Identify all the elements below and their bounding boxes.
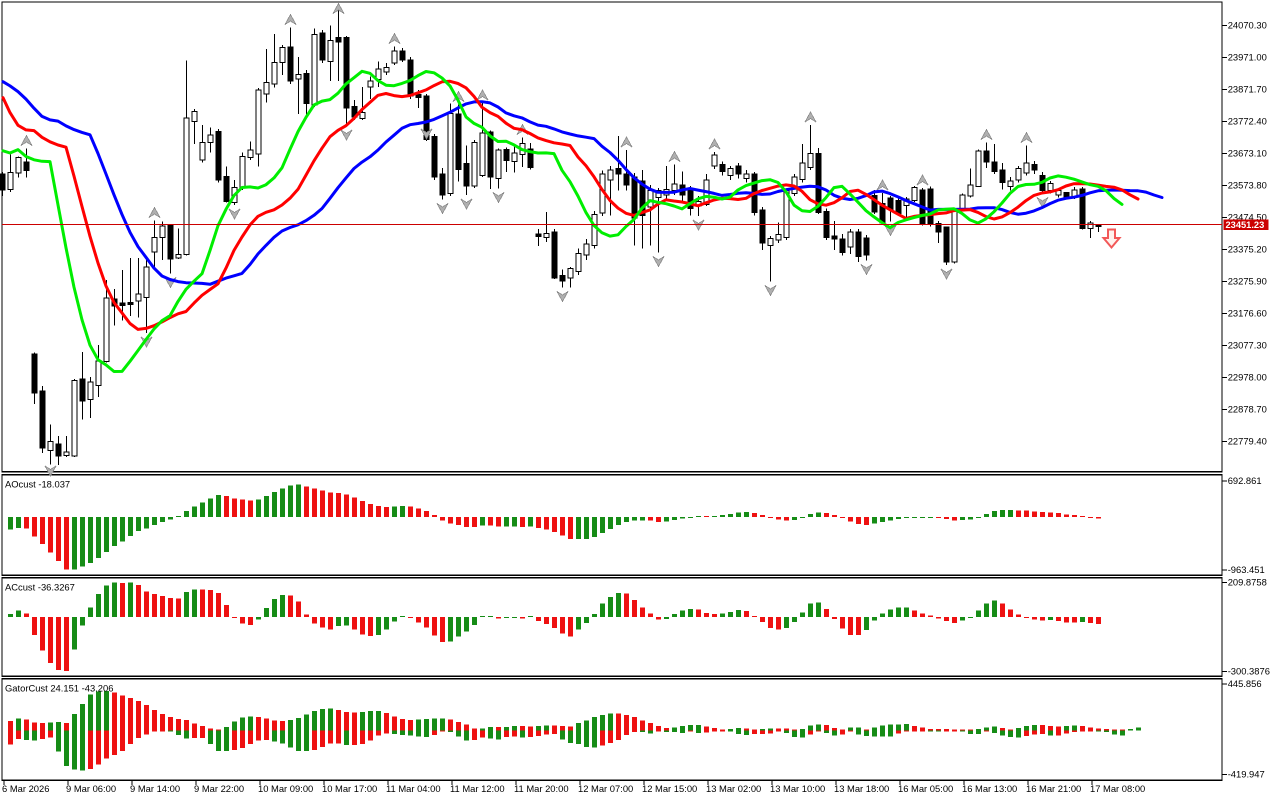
- svg-text:209.8758: 209.8758: [1228, 577, 1267, 588]
- svg-text:17 Mar 08:00: 17 Mar 08:00: [1090, 783, 1145, 794]
- svg-text:-300.3876: -300.3876: [1228, 666, 1270, 677]
- svg-text:16 Mar 21:00: 16 Mar 21:00: [1026, 783, 1081, 794]
- svg-text:23275.90: 23275.90: [1228, 276, 1267, 287]
- svg-text:13 Mar 18:00: 13 Mar 18:00: [834, 783, 889, 794]
- svg-text:-419.947: -419.947: [1228, 769, 1265, 780]
- svg-text:10 Mar 09:00: 10 Mar 09:00: [258, 783, 313, 794]
- svg-text:11 Mar 12:00: 11 Mar 12:00: [450, 783, 505, 794]
- svg-text:23451.23: 23451.23: [1226, 220, 1265, 230]
- svg-text:-963.451: -963.451: [1228, 564, 1265, 575]
- svg-text:23077.30: 23077.30: [1228, 340, 1267, 351]
- svg-text:23573.80: 23573.80: [1228, 180, 1267, 191]
- svg-text:23176.60: 23176.60: [1228, 308, 1267, 319]
- svg-text:22978.00: 22978.00: [1228, 372, 1267, 383]
- svg-text:23673.10: 23673.10: [1228, 148, 1267, 159]
- svg-text:9 Mar 06:00: 9 Mar 06:00: [66, 783, 116, 794]
- svg-text:22878.70: 22878.70: [1228, 404, 1267, 415]
- svg-text:13 Mar 10:00: 13 Mar 10:00: [770, 783, 825, 794]
- svg-text:6 Mar 2026: 6 Mar 2026: [2, 783, 49, 794]
- svg-text:GatorCust 24.151 -43.206: GatorCust 24.151 -43.206: [5, 683, 113, 694]
- svg-text:24070.30: 24070.30: [1228, 20, 1267, 31]
- svg-text:445.856: 445.856: [1228, 678, 1262, 689]
- svg-text:692.861: 692.861: [1228, 475, 1262, 486]
- svg-text:12 Mar 15:00: 12 Mar 15:00: [642, 783, 697, 794]
- svg-text:22779.40: 22779.40: [1228, 436, 1267, 447]
- svg-text:13 Mar 02:00: 13 Mar 02:00: [706, 783, 761, 794]
- svg-text:23474.50: 23474.50: [1228, 212, 1267, 223]
- svg-text:12 Mar 07:00: 12 Mar 07:00: [578, 783, 633, 794]
- svg-text:23971.00: 23971.00: [1228, 52, 1267, 63]
- svg-text:9 Mar 14:00: 9 Mar 14:00: [130, 783, 180, 794]
- svg-text:16 Mar 05:00: 16 Mar 05:00: [898, 783, 953, 794]
- svg-text:10 Mar 17:00: 10 Mar 17:00: [322, 783, 377, 794]
- svg-text:16 Mar 13:00: 16 Mar 13:00: [962, 783, 1017, 794]
- svg-text:23772.40: 23772.40: [1228, 116, 1267, 127]
- svg-text:23871.70: 23871.70: [1228, 84, 1267, 95]
- svg-text:11 Mar 20:00: 11 Mar 20:00: [514, 783, 569, 794]
- svg-text:9 Mar 22:00: 9 Mar 22:00: [194, 783, 244, 794]
- svg-text:AOcust -18.037: AOcust -18.037: [5, 479, 70, 490]
- svg-text:23375.20: 23375.20: [1228, 244, 1267, 255]
- svg-text:ACcust -36.3267: ACcust -36.3267: [5, 582, 75, 593]
- svg-text:11 Mar 04:00: 11 Mar 04:00: [386, 783, 441, 794]
